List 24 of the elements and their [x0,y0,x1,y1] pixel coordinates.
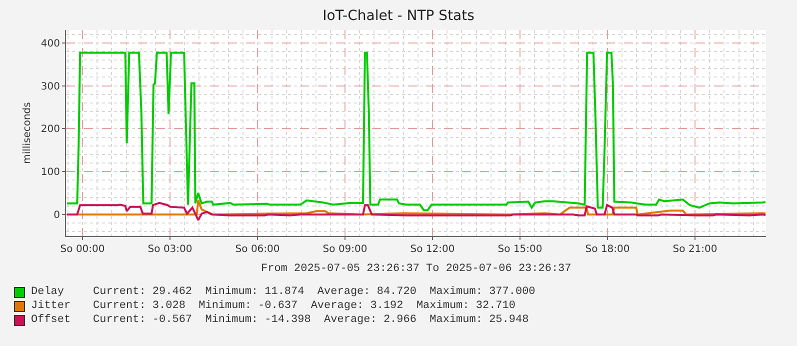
text: Current: 29.462 Minimum: 11.874 Average: 84.720 Maximum: 377.000 [93,285,536,299]
chart-title: IoT-Chalet - NTP Stats [322,8,474,24]
y-tick-label: 400 [40,38,60,50]
y-tick-label: 100 [40,167,60,178]
x-tick-label: So 18:00 [585,244,630,255]
line-series [66,202,766,222]
x-tick-label: So 12:00 [410,244,455,255]
x-tick-label: So 15:00 [498,244,542,255]
line-series [66,52,766,212]
y-tick-label: 200 [40,124,60,136]
legend-label: Offset [31,313,72,327]
x-tick-label: So 21:00 [672,244,718,255]
x-tick-label: So 00:00 [60,244,105,255]
y-axis-title: milliseconds [22,102,33,164]
x-tick-label: So 06:00 [235,244,280,255]
x-tick-label: So 03:00 [148,244,192,255]
text: From 2025-07-05 23:26:37 To 2025-07-06 23:26:37 [261,263,572,275]
text: Current: 3.028 Minimum: -0.637 Average: 3.192 Maximum: 32.710 [93,299,516,313]
x-tick-label: So 09:00 [322,244,368,255]
y-tick-label: 0 [54,210,60,222]
y-tick-label: 300 [40,81,60,92]
legend-label: Delay [31,285,66,299]
text: Current: -0.567 Minimum: -14.398 Average: 2.966 Maximum: 25.948 [93,313,529,327]
legend-label: Jitter [31,299,72,313]
